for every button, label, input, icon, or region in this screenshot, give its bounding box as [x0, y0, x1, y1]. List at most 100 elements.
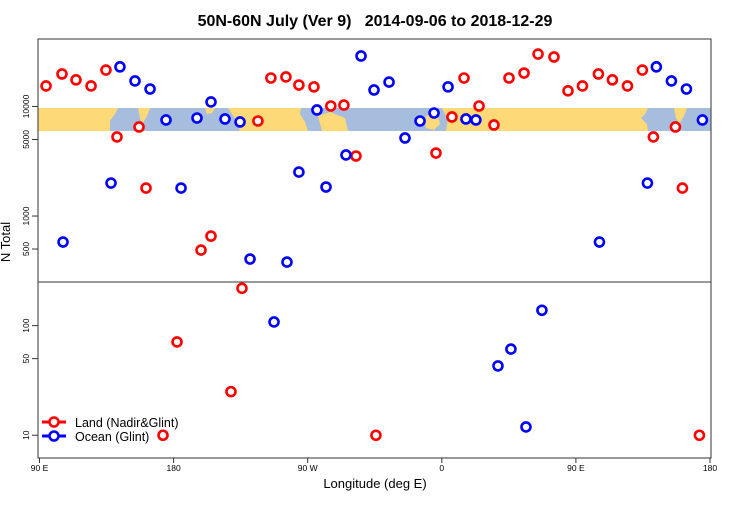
ocean-point: [281, 256, 293, 268]
land-point: [133, 121, 145, 133]
land-kamchatka-right: [674, 108, 687, 124]
y-tick-label: 10000: [21, 94, 31, 118]
ocean-point: [593, 236, 606, 248]
y-axis-label: N Total: [0, 222, 13, 262]
ocean-point: [355, 50, 367, 62]
ocean-point: [320, 181, 332, 193]
land-point: [370, 429, 382, 442]
land-canada: [228, 108, 308, 131]
ocean-point: [268, 316, 280, 328]
land-point: [293, 79, 305, 91]
ocean-point: [442, 81, 454, 93]
ocean-point: [160, 114, 172, 126]
land-point: [606, 74, 619, 86]
y-tick-label: 500: [21, 242, 31, 256]
land-point: [85, 80, 97, 92]
legend-item-land: Land (Nadir&Glint): [42, 416, 179, 430]
ocean-point: [234, 116, 246, 128]
ocean-point: [219, 113, 231, 125]
land-point: [265, 72, 277, 84]
land-point: [669, 121, 682, 133]
ocean-point: [399, 132, 411, 144]
legend: Land (Nadir&Glint) Ocean (Glint): [42, 416, 179, 444]
ocean-point: [383, 76, 395, 88]
chart-title: 50N-60N July (Ver 9) 2014-09-06 to 2018-…: [198, 13, 553, 30]
y-tick-label: 50: [21, 354, 31, 364]
ocean-point: [114, 61, 126, 73]
ocean-point: [536, 304, 548, 317]
land-point: [532, 48, 544, 60]
x-tick-label: 90 E: [31, 463, 49, 473]
land-point: [56, 68, 68, 80]
ocean-point: [191, 112, 203, 124]
land-point: [430, 147, 442, 159]
ocean-point: [293, 166, 305, 178]
land-point: [576, 80, 589, 92]
x-tick-label: 90 W: [298, 463, 318, 473]
ocean-point: [470, 114, 482, 126]
land-point: [308, 81, 320, 93]
land-siberia: [38, 108, 110, 131]
ocean-point: [505, 343, 517, 355]
land-point: [636, 64, 649, 76]
ocean-point: [696, 114, 709, 126]
x-tick-label: 180: [703, 463, 717, 473]
ocean-point: [492, 360, 504, 372]
legend-ocean-label: Ocean (Glint): [75, 430, 149, 444]
ocean-point: [129, 75, 141, 87]
ocean-point: [57, 236, 69, 248]
y-tick-label: 1000: [21, 206, 31, 225]
land-point: [205, 230, 217, 242]
ocean-point: [311, 104, 323, 116]
land-point: [157, 429, 169, 442]
legend-land-marker: [48, 416, 60, 428]
ocean-point: [414, 115, 426, 127]
land-point: [111, 131, 123, 143]
y-tick-label: 10: [21, 430, 31, 440]
land-point: [236, 282, 248, 295]
land-point: [225, 385, 237, 398]
legend-land-label: Land (Nadir&Glint): [75, 416, 179, 430]
legend-ocean-marker: [48, 430, 60, 442]
ocean-point: [244, 253, 256, 265]
land-point: [350, 150, 362, 162]
legend-item-ocean: Ocean (Glint): [42, 430, 149, 444]
ocean-point: [428, 107, 440, 119]
land-point: [518, 67, 530, 79]
data-points: [40, 48, 709, 442]
x-axis-label: Longitude (deg E): [323, 476, 426, 491]
x-tick-label: 180: [167, 463, 181, 473]
land-point: [562, 85, 574, 97]
land-point: [676, 182, 689, 194]
land-point: [446, 111, 458, 123]
land-point: [40, 80, 52, 92]
ocean-point: [650, 61, 663, 73]
y-axis: 500 1000 5000 10000 10 50 100: [21, 94, 38, 440]
land-point: [338, 99, 350, 111]
land-point: [503, 72, 515, 84]
land-point: [100, 64, 112, 76]
land-point: [171, 336, 183, 348]
ocean-point: [665, 75, 678, 87]
ocean-point: [205, 96, 217, 108]
ocean-point: [368, 84, 380, 96]
ocean-point: [641, 177, 654, 189]
land-point: [693, 429, 706, 442]
ocean-point: [144, 83, 156, 95]
land-point: [195, 244, 207, 256]
land-point: [280, 71, 292, 83]
land-point: [548, 51, 560, 63]
ocean-point: [460, 113, 472, 125]
land-alaska: [205, 108, 215, 114]
land-point: [140, 182, 152, 194]
ocean-point: [105, 177, 117, 189]
land-point: [324, 100, 337, 112]
x-tick-label: 0: [439, 463, 444, 473]
ocean-point: [340, 149, 352, 161]
ocean-point: [680, 83, 693, 95]
ocean-point: [175, 182, 187, 194]
land-point: [473, 100, 485, 112]
plot-frame: [37, 38, 712, 459]
land-point: [592, 68, 605, 80]
